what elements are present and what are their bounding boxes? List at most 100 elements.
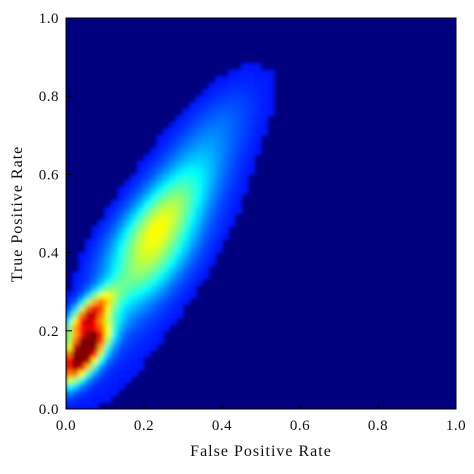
heatmap-cell: [215, 167, 223, 175]
heatmap-cell: [72, 382, 80, 390]
heatmap-cell: [215, 245, 223, 254]
heatmap-cell: [163, 310, 171, 319]
heatmap-cell: [202, 128, 210, 136]
heatmap-cell: [111, 219, 119, 228]
heatmap-cell: [72, 356, 80, 364]
y-tick-label: 0.0: [39, 402, 59, 418]
heatmap-cell: [228, 121, 236, 130]
x-tick-label: 0.6: [290, 418, 310, 434]
heatmap-cell: [182, 219, 190, 228]
heatmap-cell: [234, 180, 242, 188]
heatmap-cell: [130, 173, 138, 182]
heatmap-cell: [72, 349, 80, 358]
heatmap-cell: [215, 199, 223, 208]
heatmap-cell: [189, 193, 197, 201]
heatmap-cell: [72, 330, 80, 338]
heatmap-cell: [241, 108, 249, 117]
heatmap-cell: [137, 258, 145, 267]
heatmap-cell: [91, 349, 99, 358]
heatmap-cell: [143, 180, 151, 188]
heatmap-cell: [156, 310, 164, 319]
heatmap-cell: [189, 154, 197, 162]
heatmap-cell: [254, 108, 262, 117]
heatmap-cell: [137, 291, 145, 299]
heatmap-cell: [143, 226, 151, 234]
heatmap-cell: [241, 89, 249, 97]
heatmap-cell: [91, 271, 99, 280]
heatmap-cell: [221, 76, 229, 84]
heatmap-cell: [156, 160, 164, 169]
heatmap-cell: [91, 323, 99, 332]
heatmap-cell: [72, 362, 80, 371]
heatmap-cell: [241, 173, 249, 182]
heatmap-cell: [91, 232, 99, 241]
heatmap-cell: [104, 278, 112, 286]
heatmap-cell: [143, 186, 151, 195]
heatmap-cell: [247, 160, 255, 169]
heatmap-cell: [78, 297, 86, 306]
heatmap-cell: [228, 95, 236, 104]
heatmap-cell: [195, 193, 203, 201]
heatmap-cell: [130, 219, 138, 228]
heatmap-cell: [182, 167, 190, 175]
heatmap-cell: [143, 252, 151, 260]
heatmap-cell: [189, 278, 197, 286]
heatmap-cell: [182, 199, 190, 208]
heatmap-cell: [104, 239, 112, 247]
heatmap-cell: [176, 128, 184, 136]
heatmap-cell: [150, 330, 158, 338]
heatmap-cell: [98, 291, 106, 299]
heatmap-cell: [234, 134, 242, 143]
heatmap-cell: [195, 173, 203, 182]
x-tick-label: 0.4: [212, 418, 232, 434]
heatmap-cell: [176, 186, 184, 195]
heatmap-cell: [117, 245, 125, 254]
heatmap-cell: [163, 147, 171, 156]
heatmap-cell: [254, 147, 262, 156]
heatmap-cell: [195, 219, 203, 228]
heatmap-cell: [91, 343, 99, 351]
heatmap-cell: [104, 226, 112, 234]
heatmap-cell: [176, 297, 184, 306]
heatmap-cell: [66, 388, 73, 397]
heatmap-cell: [143, 304, 151, 312]
heatmap-cell: [130, 278, 138, 286]
heatmap-cell: [215, 82, 223, 91]
heatmap-cell: [117, 336, 125, 345]
heatmap-cell: [228, 115, 236, 123]
heatmap-cell: [221, 219, 229, 228]
heatmap-cell: [182, 121, 190, 130]
heatmap-cell: [78, 375, 86, 384]
heatmap-cell: [137, 239, 145, 247]
heatmap-cell: [241, 82, 249, 91]
heatmap-cell: [91, 226, 99, 234]
heatmap-cell: [176, 193, 184, 201]
heatmap-cell: [124, 278, 132, 286]
heatmap-cell: [202, 147, 210, 156]
heatmap-cell: [130, 310, 138, 319]
heatmap-cell: [228, 128, 236, 136]
heatmap-cell: [156, 265, 164, 273]
heatmap-cell: [189, 284, 197, 293]
heatmap-cell: [169, 284, 177, 293]
heatmap-cell: [130, 297, 138, 306]
heatmap-cell: [130, 323, 138, 332]
heatmap-cell: [208, 245, 216, 254]
heatmap-cell: [78, 310, 86, 319]
heatmap-cell: [130, 304, 138, 312]
heatmap-cell: [143, 154, 151, 162]
heatmap-cell: [195, 252, 203, 260]
heatmap-cell: [78, 284, 86, 293]
heatmap-cell: [234, 82, 242, 91]
heatmap-cell: [137, 180, 145, 188]
heatmap-cell: [202, 160, 210, 169]
heatmap-cell: [208, 102, 216, 110]
heatmap-cell: [91, 245, 99, 254]
heatmap-cell: [124, 343, 132, 351]
heatmap-cell: [215, 219, 223, 228]
heatmap-cell: [78, 388, 86, 397]
heatmap-cell: [169, 167, 177, 175]
heatmap-cell: [85, 304, 93, 312]
heatmap-cell: [104, 271, 112, 280]
heatmap-cell: [163, 265, 171, 273]
